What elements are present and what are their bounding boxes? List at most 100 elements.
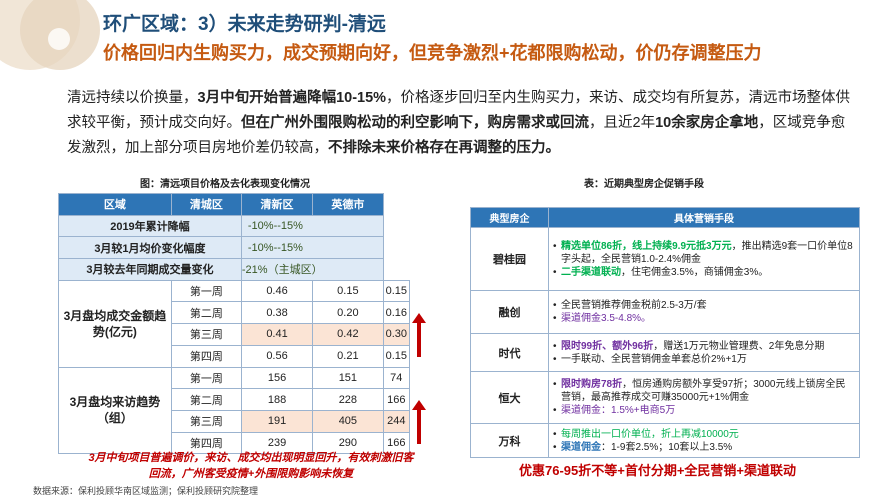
row-value-mar-jan: -10%--15% — [240, 236, 384, 260]
row-value-2019: -10%--15% — [240, 214, 384, 238]
plain-text: 3.5-4.8%。 — [601, 313, 652, 324]
cell-value: 0.38 — [240, 301, 314, 325]
table-row: 2019年累计降幅 -10%--15% — [58, 214, 410, 238]
plain-text: ：1-9套2.5%；10套以上3.5% — [601, 441, 733, 453]
summary-paragraph: 清远持续以价换量，3月中旬开始普遍降幅10-15%，价格逐步回归至内生购买力，来… — [67, 86, 859, 161]
cell-value: 0.30 — [382, 323, 411, 346]
para-bold-1: 3月中旬开始普遍降幅10-15% — [197, 90, 387, 106]
table-row: 3月较1月均价变化幅度 -10%--15% — [58, 236, 410, 260]
table-header-row: 典型房企 具体营销手段 — [470, 207, 860, 228]
cell-value: 0.20 — [312, 301, 384, 325]
table-row: 时代 限时99折、额外96折，赠送1万元物业管理费、2年免息分期 一手联动、全民… — [470, 333, 860, 372]
list-item: 全民营销推荐佣金税前2.5-3万/套 — [553, 299, 855, 312]
method-cell: 限时99折、额外96折，赠送1万元物业管理费、2年免息分期 一手联动、全民营销佣… — [548, 333, 860, 372]
up-arrow-icon — [412, 400, 426, 444]
list-item: 一手联动、全民营销佣金单套总价2%+1万 — [553, 353, 855, 366]
table-row: 第四周 0.56 0.21 0.15 — [59, 344, 411, 368]
table-row: 3月盘均来访趋势（组） 第一周 156 151 74 — [58, 366, 411, 455]
plain-text: 一手联动、全民营销佣金单套总价2%+1万 — [561, 353, 747, 365]
left-table-caption: 图：清远项目价格及去化表现变化情况 — [140, 179, 310, 190]
row-label-mar-jan: 3月较1月均价变化幅度 — [58, 236, 242, 260]
plain-text: ：1.5%+电商5万 — [601, 405, 676, 416]
para-text-4: ，区域竞争愈发激烈，加上部分项目房地价差仍较高， — [67, 115, 846, 156]
company-cell: 融创 — [470, 290, 549, 334]
highlight-text: 渠道佣金 — [561, 405, 601, 416]
para-bold-3: 10余家房企拿地 — [655, 115, 759, 131]
method-cell: 精选单位86折，线上持续9.9元抵3万元，推出精选9套一口价单位8字头起，全民营… — [548, 227, 860, 291]
header-qingcheng: 清城区 — [170, 193, 242, 216]
cell-value: 0.16 — [382, 301, 411, 325]
table-row: 3月盘均成交金额趋势(亿元) 第一周 0.46 0.15 0.15 — [58, 279, 411, 368]
cell-value: 191 — [240, 409, 314, 433]
up-arrow-icon — [412, 313, 426, 357]
plain-text: 每周推出一口价单位，折上再减10000元 — [561, 428, 739, 440]
cell-value: 0.15 — [312, 279, 384, 303]
highlight-text: 渠道佣金 — [561, 313, 601, 324]
method-cell: 限时购房78折，恒房通购房额外享受97折；3000元线上锁房全民营销，最高推荐成… — [548, 371, 860, 424]
highlight-text: 限时购房78折 — [561, 379, 623, 390]
data-source: 数据来源：保利投顾华南区域监测；保利投顾研究院整理 — [33, 486, 259, 496]
company-cell: 恒大 — [470, 371, 549, 424]
table-header-row: 区域 清城区 清新区 英德市 — [58, 193, 410, 216]
cell-value: 0.21 — [312, 344, 384, 368]
table-row: 第四周 239 290 166 — [59, 431, 411, 455]
cell-value: 228 — [312, 388, 384, 411]
list-item: 精选单位86折，线上持续9.9元抵3万元，推出精选9套一口价单位8字头起，全民营… — [553, 240, 855, 266]
group-label-sales: 3月盘均成交金额趋势(亿元) — [58, 279, 172, 368]
cell-value: 166 — [382, 388, 411, 411]
page-title: 环广区域：3）未来走势研判-清远 — [103, 14, 386, 35]
page-subtitle: 价格回归内生购买力，成交预期向好，但竞争激烈+花都限购松动，价仍存调整压力 — [103, 43, 762, 63]
header-yingde: 英德市 — [312, 193, 384, 216]
cell-value: 290 — [312, 431, 384, 455]
highlight-text: 精选单位86折，线上持续9.9元抵3万元 — [561, 240, 732, 252]
list-item: 渠道佣金3.5-4.8%。 — [553, 312, 855, 325]
table-row: 融创 全民营销推荐佣金税前2.5-3万/套 渠道佣金3.5-4.8%。 — [470, 290, 860, 334]
cell-value: 156 — [240, 366, 314, 390]
company-cell: 时代 — [470, 333, 549, 372]
list-item: 每周推出一口价单位，折上再减10000元 — [553, 428, 855, 441]
cell-value: 244 — [382, 409, 411, 433]
price-performance-table: 区域 清城区 清新区 英德市 2019年累计降幅 -10%--15% 3月较1月… — [58, 193, 411, 455]
cell-value: 166 — [382, 431, 411, 455]
cell-value: 0.56 — [240, 344, 314, 368]
cell-value: 405 — [312, 409, 384, 433]
header-company: 典型房企 — [470, 207, 549, 228]
promotion-table: 典型房企 具体营销手段 碧桂园 精选单位86折，线上持续9.9元抵3万元，推出精… — [470, 207, 860, 458]
week-label: 第三周 — [170, 323, 242, 346]
plain-text: ，赠送1万元物业管理费、2年免息分期 — [653, 340, 825, 352]
week-label: 第二周 — [170, 301, 242, 325]
week-label: 第三周 — [170, 409, 242, 433]
plain-text: ，恒房通购房额外享受97折；3000元线上锁房全民营销，最高推荐成交可赚3500… — [561, 379, 846, 403]
group-label-visits: 3月盘均来访趋势（组） — [58, 366, 172, 455]
header-region: 区域 — [58, 193, 172, 216]
cell-value: 151 — [312, 366, 384, 390]
method-cell: 每周推出一口价单位，折上再减10000元 渠道佣金：1-9套2.5%；10套以上… — [548, 423, 860, 458]
method-cell: 全民营销推荐佣金税前2.5-3万/套 渠道佣金3.5-4.8%。 — [548, 290, 860, 334]
list-item: 二手渠道联动，住宅佣金3.5%，商铺佣金3%。 — [553, 266, 855, 279]
para-text-1: 清远持续以价换量， — [67, 90, 198, 106]
row-label-volume: 3月较去年同期成交量变化 — [58, 258, 242, 281]
para-text-3: ，且近2年 — [589, 115, 656, 131]
row-label-2019: 2019年累计降幅 — [58, 214, 242, 238]
cell-value: 188 — [240, 388, 314, 411]
table-row: 第二周 0.38 0.20 0.16 — [59, 301, 411, 325]
header-qingxin: 清新区 — [240, 193, 314, 216]
table-row: 3月较去年同期成交量变化 -21%（主城区） — [58, 258, 410, 281]
week-label: 第二周 — [170, 388, 242, 411]
cell-value: 0.15 — [382, 344, 411, 368]
table-row: 恒大 限时购房78折，恒房通购房额外享受97折；3000元线上锁房全民营销，最高… — [470, 371, 860, 424]
analysis-note: 3月中旬项目普遍调价，来访、成交均出现明显回升，有效刺激旧客回流，广州客受疫情+… — [88, 452, 414, 480]
plain-text: ，推出精选9套一口价单位8字头起，全民营销1.0-2.4%佣金 — [561, 240, 853, 265]
table-row: 第二周 188 228 166 — [59, 388, 411, 411]
cell-value: 0.15 — [382, 279, 411, 303]
plain-text: ，住宅佣金3.5%，商铺佣金3%。 — [621, 266, 769, 278]
para-bold-4: 不排除未来价格存在再调整的压力。 — [328, 140, 560, 156]
table-row: 万科 每周推出一口价单位，折上再减10000元 渠道佣金：1-9套2.5%；10… — [470, 423, 860, 458]
list-item: 渠道佣金：1.5%+电商5万 — [553, 404, 855, 417]
list-item: 限时99折、额外96折，赠送1万元物业管理费、2年免息分期 — [553, 340, 855, 353]
para-text-2: ，价格逐步回归至内生购买力，来访、成交均有所复苏，清远市场整体供求较平衡，预计成… — [67, 90, 851, 131]
cell-value: 0.46 — [240, 279, 314, 303]
week-label: 第一周 — [170, 279, 242, 303]
highlight-text: 二手渠道联动 — [561, 266, 621, 278]
company-cell: 碧桂园 — [470, 227, 549, 291]
